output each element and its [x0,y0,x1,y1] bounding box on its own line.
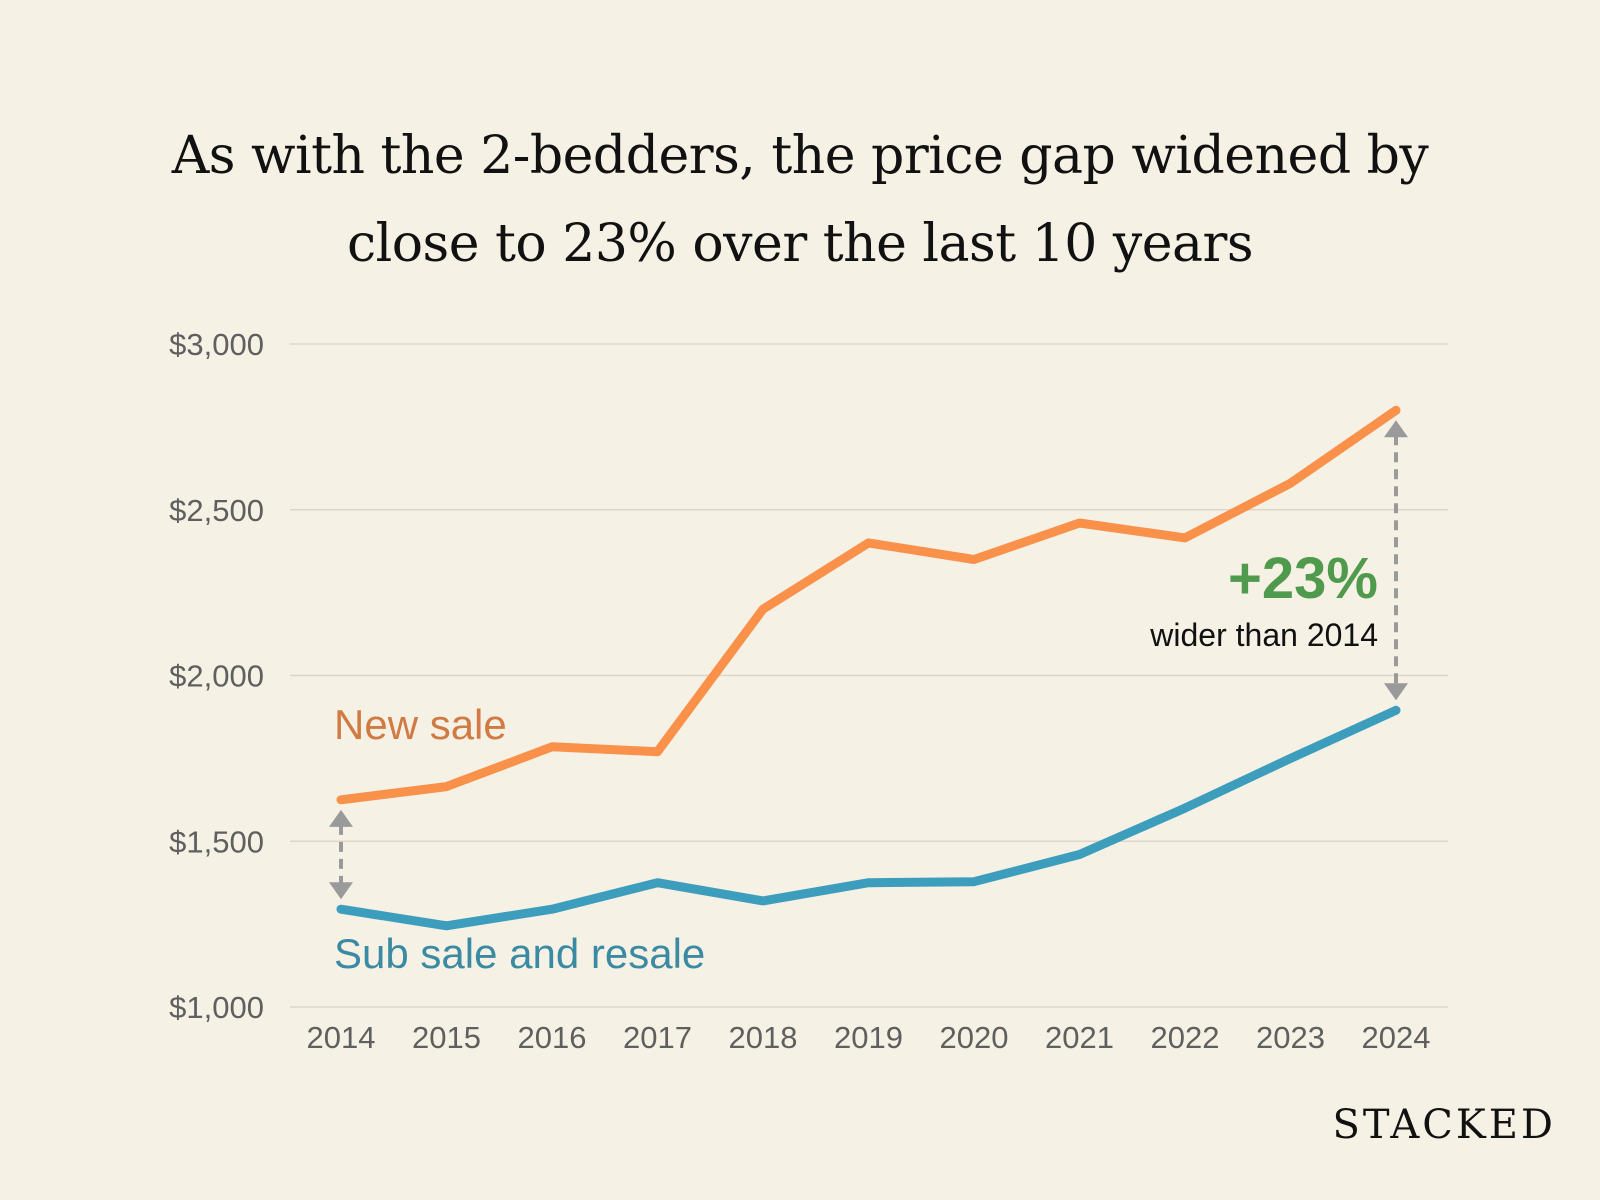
brand-logo-text: STACKED [1332,1102,1556,1148]
x-tick-label-2019: 2019 [834,1020,903,1055]
y-axis-tick-labels: $1,000 $1,500 $2,000 $2,500 $3,000 [169,327,264,1025]
x-tick-label-2014: 2014 [307,1020,376,1055]
chart-title: As with the 2-bedders, the price gap wid… [100,112,1500,288]
gap-arrow-last-year-head-up [1384,420,1408,438]
gap-percentage: +23% [1228,546,1378,611]
chart-title-line-2: close to 23% over the last 10 years [346,214,1254,274]
gap-note: wider than 2014 [1149,617,1378,653]
x-tick-label-2024: 2024 [1362,1020,1431,1055]
series-labels: New sale Sub sale and resale [334,701,705,977]
series-lines [336,405,1401,931]
x-tick-label-2021: 2021 [1045,1020,1114,1055]
chart-title-line-1: As with the 2-bedders, the price gap wid… [171,126,1429,186]
x-tick-label-2023: 2023 [1256,1020,1325,1055]
gap-arrow-last-year-head-down [1384,683,1408,701]
x-axis-tick-labels: 2014 2015 2016 2017 2018 2019 2020 2021 2022 2023… [307,1020,1431,1055]
series-label-new-sale: New sale [334,701,507,748]
x-tick-label-2020: 2020 [940,1020,1009,1055]
x-tick-label-2017: 2017 [623,1020,692,1055]
gap-arrow-first-year [329,809,353,900]
grid-lines [290,343,1448,1008]
gap-arrow-first-year-head-up [329,809,353,827]
y-tick-label-2500: $2,500 [169,493,264,528]
y-tick-label-1500: $1,500 [169,824,264,859]
gap-arrow-first-year-head-down [329,882,353,900]
gap-arrow-last-year [1384,420,1408,701]
gap-arrows [329,420,1408,900]
series-line-sub-sale-resale [336,705,1401,931]
y-tick-label-1000: $1,000 [169,990,264,1025]
x-tick-label-2016: 2016 [518,1020,587,1055]
x-tick-label-2018: 2018 [729,1020,798,1055]
y-tick-label-2000: $2,000 [169,659,264,694]
series-label-sub-sale-resale: Sub sale and resale [334,930,705,977]
series-line-new-sale [336,405,1401,805]
x-tick-label-2015: 2015 [412,1020,481,1055]
y-tick-label-3000: $3,000 [169,327,264,362]
x-tick-label-2022: 2022 [1151,1020,1220,1055]
gap-annotation: +23% wider than 2014 [1149,546,1378,653]
